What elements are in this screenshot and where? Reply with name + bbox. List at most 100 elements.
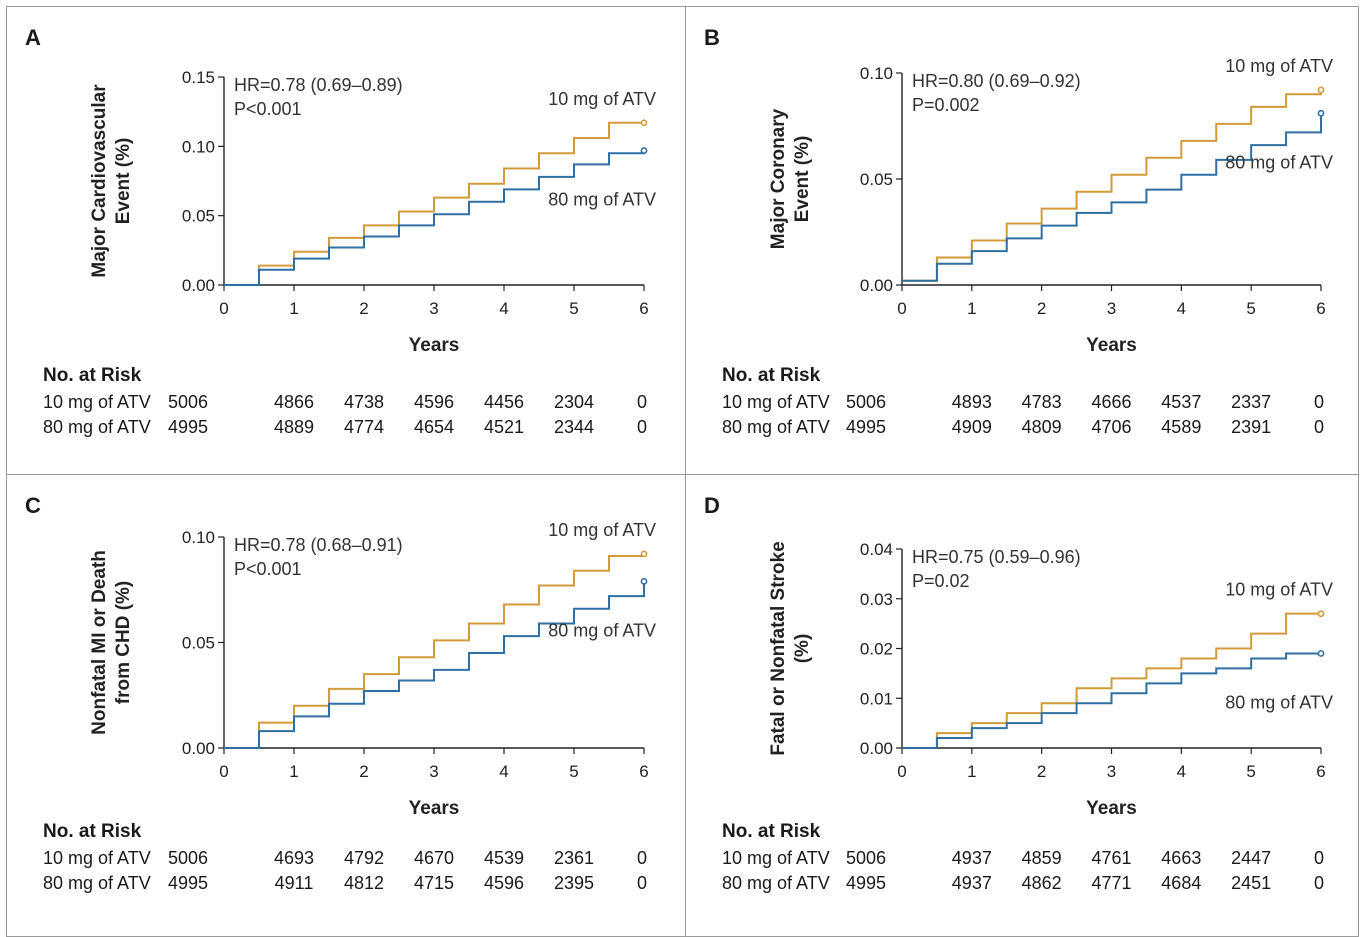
panel-d: D 0.00 0.01 0.02 0.03 0.04 0 1 2 3 4 5 6 Years Fatal … xyxy=(685,474,1359,937)
risk-count: 4809 xyxy=(1021,417,1062,437)
panel-b: B 0.00 0.05 0.10 0 1 2 3 4 5 6 Years Major Coronary… xyxy=(685,6,1359,476)
risk-count: 0 xyxy=(1313,848,1324,868)
risk-table-row: 10 mg of ATV 5006 4866 4738 4596 4456 2304 0 xyxy=(7,392,667,414)
risk-count: 4706 xyxy=(1091,417,1132,437)
y-tick-label: 0.05 xyxy=(860,170,893,189)
series-label: 80 mg of ATV xyxy=(548,620,656,640)
y-tick-label: 0.00 xyxy=(182,739,215,758)
risk-count: 4866 xyxy=(273,392,315,412)
risk-count: 2344 xyxy=(553,417,595,437)
risk-count: 4911 xyxy=(274,873,314,893)
risk-count: 4670 xyxy=(413,848,455,868)
risk-count: 4937 xyxy=(951,848,992,868)
y-tick-label: 0.00 xyxy=(182,276,215,295)
series-line xyxy=(224,553,645,749)
x-tick-label: 5 xyxy=(569,762,578,781)
risk-count: 4715 xyxy=(413,873,455,893)
risk-row-label: 10 mg of ATV xyxy=(43,392,151,412)
risk-table-title: No. at Risk xyxy=(722,365,821,386)
hr-annotation: HR=0.80 (0.69–0.92) xyxy=(912,71,1081,91)
series-label: 10 mg of ATV xyxy=(1225,56,1333,76)
series-end-marker xyxy=(640,147,648,154)
y-axis-label-line: Event (%) xyxy=(113,138,134,225)
series-label: 10 mg of ATV xyxy=(1225,580,1333,600)
x-axis-label: Years xyxy=(1086,798,1137,819)
x-tick-label: 3 xyxy=(429,762,438,781)
x-tick-label: 0 xyxy=(219,762,228,781)
risk-table-row: 10 mg of ATV 5006 4893 4783 4666 4537 2337 0 xyxy=(686,392,1346,414)
x-tick-label: 4 xyxy=(1177,762,1186,781)
risk-count: 4589 xyxy=(1161,417,1202,437)
x-tick-label: 0 xyxy=(897,299,906,318)
risk-table-title: No. at Risk xyxy=(722,821,821,842)
hr-annotation: P=0.02 xyxy=(912,571,970,591)
panel-letter: A xyxy=(25,25,41,50)
y-tick-label: 0.02 xyxy=(860,640,893,659)
risk-count: 4937 xyxy=(951,873,992,893)
panel-c: C 0.00 0.05 0.10 0 1 2 3 4 5 6 Years Nonfatal MI or… xyxy=(6,474,687,937)
series-line xyxy=(902,652,1321,749)
risk-count: 4995 xyxy=(845,417,887,437)
chart-svg: 0.00 0.05 0.10 0 1 2 3 4 5 6 Years Nonfatal MI or D… xyxy=(89,520,656,819)
hr-annotation: P=0.002 xyxy=(912,95,980,115)
panel-a: A 0.00 0.05 0.10 0.15 0 1 2 3 4 5 6 Years Major Card… xyxy=(6,6,687,476)
x-tick-label: 5 xyxy=(1246,299,1255,318)
y-tick-label: 0.05 xyxy=(182,207,215,226)
y-axis-label: Major Cardiovascular Event (%) xyxy=(89,84,134,278)
hr-annotation: P<0.001 xyxy=(234,559,302,579)
x-axis-label: Years xyxy=(409,335,460,356)
x-tick-label: 1 xyxy=(967,762,976,781)
y-axis-label-line: (%) xyxy=(792,634,813,664)
chart-svg: 0.00 0.05 0.10 0.15 0 1 2 3 4 5 6 Years Major Cardio… xyxy=(89,68,656,356)
y-tick-label: 0.01 xyxy=(860,689,893,708)
risk-count: 4995 xyxy=(167,417,209,437)
risk-row-label: 80 mg of ATV xyxy=(43,417,151,437)
risk-count: 4654 xyxy=(413,417,455,437)
x-tick-label: 1 xyxy=(289,299,298,318)
risk-table-row: 10 mg of ATV 5006 4693 4792 4670 4539 2361 0 xyxy=(7,848,667,870)
x-tick-label: 1 xyxy=(289,762,298,781)
x-tick-label: 5 xyxy=(569,299,578,318)
risk-count: 2395 xyxy=(553,873,595,893)
series-end-marker xyxy=(640,577,648,585)
series-end-marker xyxy=(1317,610,1325,618)
series-label: 80 mg of ATV xyxy=(1225,692,1333,712)
risk-count: 4893 xyxy=(951,392,992,412)
risk-count: 0 xyxy=(1313,873,1324,893)
x-tick-label: 3 xyxy=(1107,299,1116,318)
risk-count: 5006 xyxy=(845,848,887,868)
risk-count: 5006 xyxy=(167,392,209,412)
risk-table-row: 80 mg of ATV 4995 4911 4812 4715 4596 2395 0 xyxy=(7,873,667,895)
risk-count: 4456 xyxy=(483,392,525,412)
y-tick-label: 0.04 xyxy=(860,540,893,559)
x-tick-label: 6 xyxy=(1316,762,1325,781)
risk-table-row: 80 mg of ATV 4995 4937 4862 4771 4684 2451 0 xyxy=(686,873,1346,895)
risk-count: 4738 xyxy=(343,392,385,412)
risk-count: 0 xyxy=(636,848,647,868)
series-line xyxy=(902,612,1321,749)
risk-row-label: 80 mg of ATV xyxy=(722,873,830,893)
series-end-marker xyxy=(1317,86,1325,94)
panel-letter: C xyxy=(25,493,41,518)
risk-count: 4684 xyxy=(1161,873,1202,893)
series-line xyxy=(902,89,1322,282)
risk-count: 2451 xyxy=(1231,873,1272,893)
risk-count: 4812 xyxy=(343,873,385,893)
risk-count: 4761 xyxy=(1091,848,1132,868)
chart-svg: 0.00 0.01 0.02 0.03 0.04 0 1 2 3 4 5 6 Years Fatal or… xyxy=(768,540,1333,819)
hr-annotation: HR=0.78 (0.69–0.89) xyxy=(234,75,403,95)
y-axis-label-line: Event (%) xyxy=(792,136,813,223)
risk-count: 4859 xyxy=(1021,848,1062,868)
risk-count: 0 xyxy=(1313,392,1324,412)
risk-count: 4862 xyxy=(1021,873,1062,893)
risk-count: 4909 xyxy=(951,417,992,437)
series-line xyxy=(224,121,644,286)
risk-count: 4596 xyxy=(483,873,525,893)
risk-count: 4889 xyxy=(273,417,315,437)
risk-count: 4537 xyxy=(1161,392,1202,412)
risk-table-row: 10 mg of ATV 5006 4937 4859 4761 4663 2447 0 xyxy=(686,848,1346,870)
x-tick-label: 2 xyxy=(1037,762,1046,781)
risk-table-row: 80 mg of ATV 4995 4889 4774 4654 4521 2344 0 xyxy=(7,417,667,439)
risk-count: 2304 xyxy=(553,392,595,412)
